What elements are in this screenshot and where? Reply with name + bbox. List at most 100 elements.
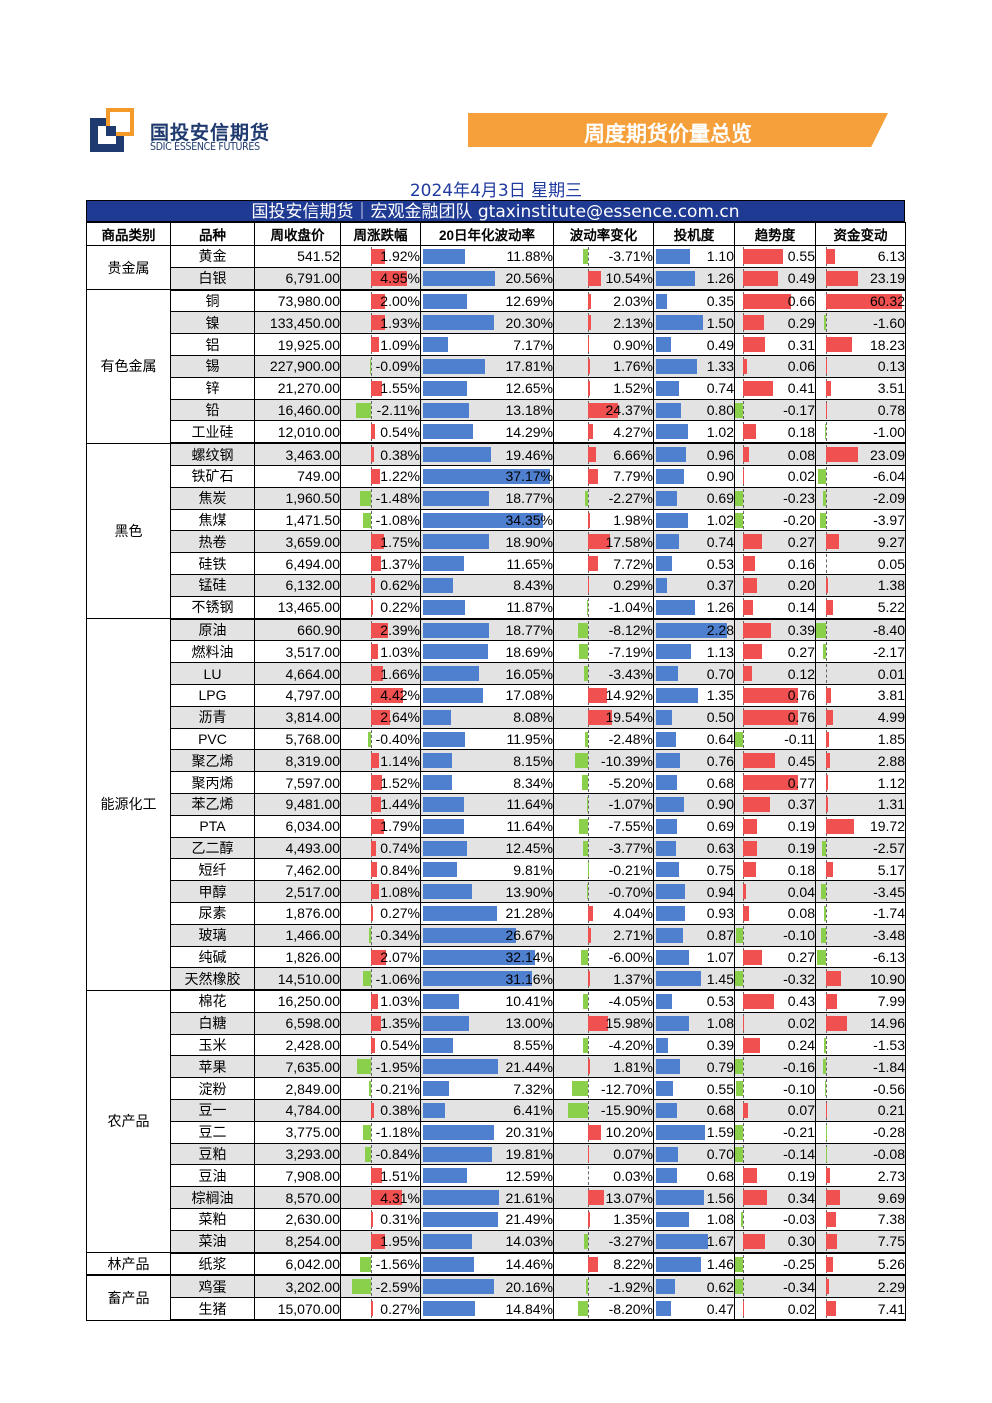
- trend-bar: [735, 1256, 743, 1272]
- fund-bar: [826, 687, 832, 703]
- variety-cell: 镍: [170, 311, 255, 335]
- close-cell: 13,465.00: [254, 595, 341, 620]
- close-value: 133,450.00: [269, 314, 340, 331]
- fund-value: 1.31: [877, 796, 905, 813]
- fund-bar: [826, 1212, 837, 1228]
- vol-bar: [423, 1124, 495, 1140]
- chg-cell: 1.03%: [340, 989, 421, 1013]
- spec-cell: 0.75: [653, 858, 735, 882]
- fund-bar: [826, 270, 859, 286]
- fund-bar: [822, 644, 826, 660]
- category-cell: 林产品: [86, 1252, 171, 1277]
- spec-cell: 1.08: [653, 1208, 735, 1231]
- table-row: 甲醇 2,517.00 1.08% 13.90% -0.70% 0.94 0.04 -3.45: [87, 880, 906, 903]
- chg-cell: -0.40%: [340, 727, 421, 751]
- trend-cell: 0.06: [734, 354, 816, 378]
- fund-value: 23.19: [869, 270, 905, 287]
- vol-bar: [423, 577, 453, 593]
- vol-value: 12.59%: [505, 1167, 553, 1184]
- spec-cell: 0.74: [653, 376, 735, 400]
- trend-cell: 0.14: [734, 595, 816, 620]
- fund-value: 2.29: [877, 1278, 905, 1295]
- zero-axis-line: [371, 1277, 372, 1297]
- zero-axis-line: [588, 729, 589, 749]
- fund-cell: -6.04: [815, 464, 906, 488]
- vol-bar: [423, 293, 468, 309]
- trend-bar: [743, 1103, 749, 1119]
- volchg-value: 0.07%: [613, 1146, 653, 1163]
- zero-axis-line: [826, 554, 827, 573]
- vol-value: 17.08%: [505, 687, 553, 704]
- trend-bar: [743, 687, 798, 703]
- close-value: 541.52: [297, 248, 340, 265]
- close-cell: 1,471.50: [254, 508, 341, 532]
- chg-bar: [371, 818, 384, 834]
- variety-cell: 鸡蛋: [170, 1274, 255, 1299]
- fund-bar: [826, 1168, 830, 1184]
- chg-value: 0.54%: [380, 423, 420, 440]
- vol-cell: 8.55%: [420, 1033, 554, 1057]
- trend-cell: -0.03: [734, 1208, 816, 1231]
- volchg-bar: [579, 644, 588, 660]
- chg-bar: [360, 490, 371, 506]
- variety-cell: 豆一: [170, 1099, 255, 1122]
- fund-cell: 3.51: [815, 376, 906, 400]
- fund-cell: 5.17: [815, 858, 906, 882]
- fund-cell: -3.45: [815, 880, 906, 903]
- chg-cell: 0.62%: [340, 573, 421, 597]
- fund-bar: [823, 1059, 826, 1075]
- spec-bar: [656, 971, 701, 987]
- zero-axis-line: [371, 969, 372, 989]
- variety-cell: 乙二醇: [170, 836, 255, 860]
- volchg-cell: 1.35%: [553, 1208, 654, 1231]
- volchg-cell: -4.20%: [553, 1033, 654, 1057]
- spec-value: 0.74: [706, 533, 734, 550]
- trend-value: -0.20: [783, 511, 815, 528]
- chg-cell: 1.52%: [340, 771, 421, 794]
- spec-bar: [656, 796, 684, 812]
- volchg-value: 0.90%: [613, 336, 653, 353]
- trend-bar: [735, 1081, 743, 1097]
- volchg-value: 10.54%: [605, 270, 653, 287]
- chg-value: 1.66%: [380, 665, 420, 682]
- trend-bar: [743, 358, 748, 374]
- table-row: 乙二醇 4,493.00 0.74% 12.45% -3.77% 0.63 0.19 -2.5…: [87, 836, 906, 860]
- table-row: 玻璃 1,466.00 -0.34% 26.67% 2.71% 0.87 -0.10 -3.4…: [87, 923, 906, 947]
- header-vol-change: 波动率变化: [553, 222, 654, 246]
- chg-bar: [371, 840, 377, 856]
- spec-bar: [656, 731, 676, 747]
- trend-bar: [743, 447, 749, 463]
- vol-value: 12.65%: [505, 380, 553, 397]
- chg-cell: 0.22%: [340, 595, 421, 620]
- chg-bar: [371, 1190, 403, 1206]
- variety-cell: 硅铁: [170, 552, 255, 575]
- close-cell: 73,980.00: [254, 289, 341, 313]
- volchg-bar: [585, 490, 588, 506]
- chg-cell: 0.31%: [340, 1208, 421, 1231]
- chg-cell: 0.54%: [340, 420, 421, 445]
- chg-cell: 0.27%: [340, 901, 421, 925]
- spec-bar: [656, 424, 688, 440]
- zero-axis-line: [588, 860, 589, 880]
- trend-value: 0.08: [787, 446, 815, 463]
- close-cell: 1,466.00: [254, 923, 341, 947]
- table-row: 镍 133,450.00 1.93% 20.30% 2.13% 1.50 0.29 -1.60: [87, 311, 906, 335]
- vol-bar: [423, 424, 473, 440]
- trend-cell: 0.43: [734, 989, 816, 1013]
- spec-value: 0.80: [706, 401, 734, 418]
- chg-value: 1.44%: [380, 796, 420, 813]
- vol-cell: 21.61%: [420, 1186, 554, 1210]
- volchg-cell: -6.00%: [553, 945, 654, 969]
- chg-cell: 1.22%: [340, 464, 421, 488]
- chg-value: -0.84%: [375, 1146, 420, 1163]
- chg-cell: 2.00%: [340, 289, 421, 313]
- volchg-cell: -3.71%: [553, 245, 654, 268]
- trend-value: 0.29: [787, 314, 815, 331]
- chg-value: 0.62%: [380, 577, 420, 594]
- category-cell: 有色金属: [86, 289, 171, 444]
- chg-bar: [371, 577, 376, 593]
- trend-cell: -0.20: [734, 508, 816, 532]
- vol-bar: [423, 447, 492, 463]
- zero-axis-line: [826, 1079, 827, 1099]
- fund-bar: [826, 577, 828, 593]
